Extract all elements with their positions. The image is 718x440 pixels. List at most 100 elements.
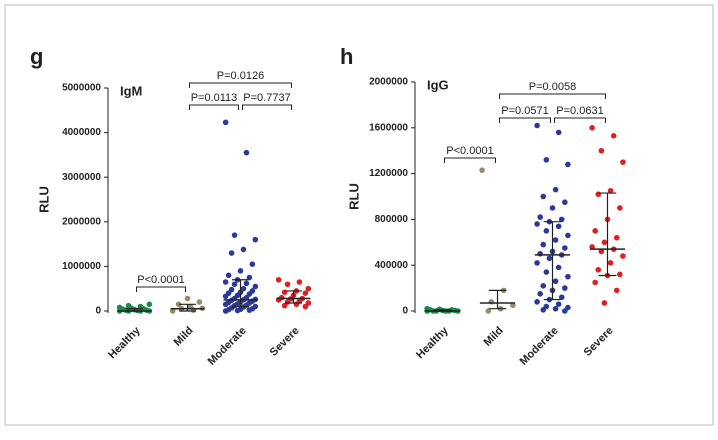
data-point bbox=[555, 129, 562, 136]
data-point bbox=[543, 157, 550, 163]
data-point bbox=[243, 149, 250, 156]
y-tick-label: 5000000 bbox=[62, 83, 101, 94]
data-point bbox=[607, 260, 614, 266]
data-point bbox=[540, 283, 547, 289]
x-tick-label: Moderate bbox=[518, 325, 561, 368]
y-tick-label: 1600000 bbox=[369, 122, 408, 133]
y-tick-label: 3000000 bbox=[62, 172, 101, 183]
data-point bbox=[601, 300, 608, 306]
data-point bbox=[558, 294, 565, 301]
data-point bbox=[617, 271, 623, 278]
y-axis-label: RLU bbox=[36, 186, 51, 213]
data-point bbox=[562, 199, 568, 206]
data-point bbox=[613, 287, 620, 294]
data-point bbox=[302, 303, 309, 310]
data-point bbox=[592, 228, 598, 234]
y-tick-label: 800000 bbox=[375, 214, 409, 225]
data-point bbox=[617, 205, 623, 211]
panel-title: IgM bbox=[120, 83, 142, 98]
data-point bbox=[552, 278, 559, 285]
data-point bbox=[552, 186, 559, 193]
data-point bbox=[537, 214, 543, 220]
data-point bbox=[537, 291, 543, 297]
data-point bbox=[237, 268, 244, 274]
data-point bbox=[540, 193, 547, 200]
data-point bbox=[607, 187, 614, 194]
data-point bbox=[592, 279, 598, 286]
data-point bbox=[562, 308, 568, 314]
y-tick-label: 2000000 bbox=[369, 77, 408, 88]
data-point bbox=[510, 302, 516, 309]
data-point bbox=[552, 237, 559, 243]
data-point bbox=[275, 276, 282, 283]
x-tick-label: Severe bbox=[268, 325, 302, 359]
comparison-label: P<0.0001 bbox=[446, 145, 493, 157]
data-point bbox=[187, 303, 194, 310]
data-point bbox=[565, 161, 571, 168]
data-point bbox=[116, 304, 123, 311]
data-point bbox=[222, 308, 229, 314]
data-point bbox=[534, 221, 540, 227]
data-point bbox=[565, 273, 571, 280]
comparison-label: P=0.0631 bbox=[556, 105, 603, 117]
data-point bbox=[231, 232, 238, 238]
data-point bbox=[613, 234, 620, 241]
data-point bbox=[293, 301, 300, 308]
comparison-bracket bbox=[499, 93, 606, 99]
data-point bbox=[534, 122, 540, 129]
comparison-label: P=0.0126 bbox=[217, 70, 264, 82]
panel-letter: h bbox=[340, 44, 353, 69]
data-point bbox=[555, 264, 562, 271]
data-point bbox=[252, 236, 259, 243]
data-point bbox=[562, 245, 568, 251]
data-point bbox=[234, 307, 241, 314]
data-point bbox=[540, 241, 547, 248]
data-point bbox=[534, 299, 540, 305]
data-point bbox=[284, 281, 291, 288]
comparison-bracket bbox=[189, 82, 292, 88]
data-point bbox=[228, 250, 235, 256]
x-tick-label: Healthy bbox=[414, 324, 451, 361]
data-point bbox=[246, 307, 253, 313]
data-point bbox=[558, 216, 565, 223]
data-point bbox=[184, 295, 191, 302]
data-point bbox=[589, 244, 595, 250]
data-point bbox=[479, 167, 485, 173]
data-point bbox=[146, 301, 153, 308]
x-tick-label: Mild bbox=[172, 325, 196, 349]
data-point bbox=[175, 301, 182, 308]
data-point bbox=[222, 279, 229, 285]
data-point bbox=[222, 119, 229, 126]
data-point bbox=[302, 290, 309, 296]
data-point bbox=[620, 159, 626, 165]
x-tick-label: Moderate bbox=[206, 325, 249, 368]
y-tick-label: 1000000 bbox=[62, 261, 101, 272]
comparison-bracket bbox=[554, 117, 606, 123]
data-point bbox=[601, 239, 608, 246]
data-point bbox=[225, 272, 232, 279]
data-point bbox=[281, 289, 288, 296]
data-point bbox=[549, 205, 556, 211]
data-point bbox=[543, 228, 550, 234]
data-point bbox=[169, 308, 176, 314]
data-point bbox=[296, 279, 303, 285]
data-point bbox=[598, 147, 605, 154]
data-point bbox=[546, 255, 553, 262]
data-point bbox=[305, 285, 312, 292]
y-tick-label: 400000 bbox=[375, 260, 409, 271]
y-tick-label: 0 bbox=[95, 306, 101, 317]
data-point bbox=[485, 308, 492, 314]
y-tick-label: 0 bbox=[402, 306, 408, 317]
x-tick-label: Severe bbox=[582, 325, 616, 359]
data-point bbox=[222, 293, 229, 300]
panel-title: IgG bbox=[427, 77, 449, 92]
frame bbox=[4, 4, 714, 426]
y-tick-label: 4000000 bbox=[62, 127, 101, 138]
data-point bbox=[555, 301, 562, 307]
data-point bbox=[534, 260, 540, 266]
x-tick-label: Healthy bbox=[106, 324, 143, 361]
panel-letter: g bbox=[30, 44, 43, 69]
comparison-label: P=0.0058 bbox=[529, 81, 576, 93]
data-point bbox=[196, 299, 203, 305]
